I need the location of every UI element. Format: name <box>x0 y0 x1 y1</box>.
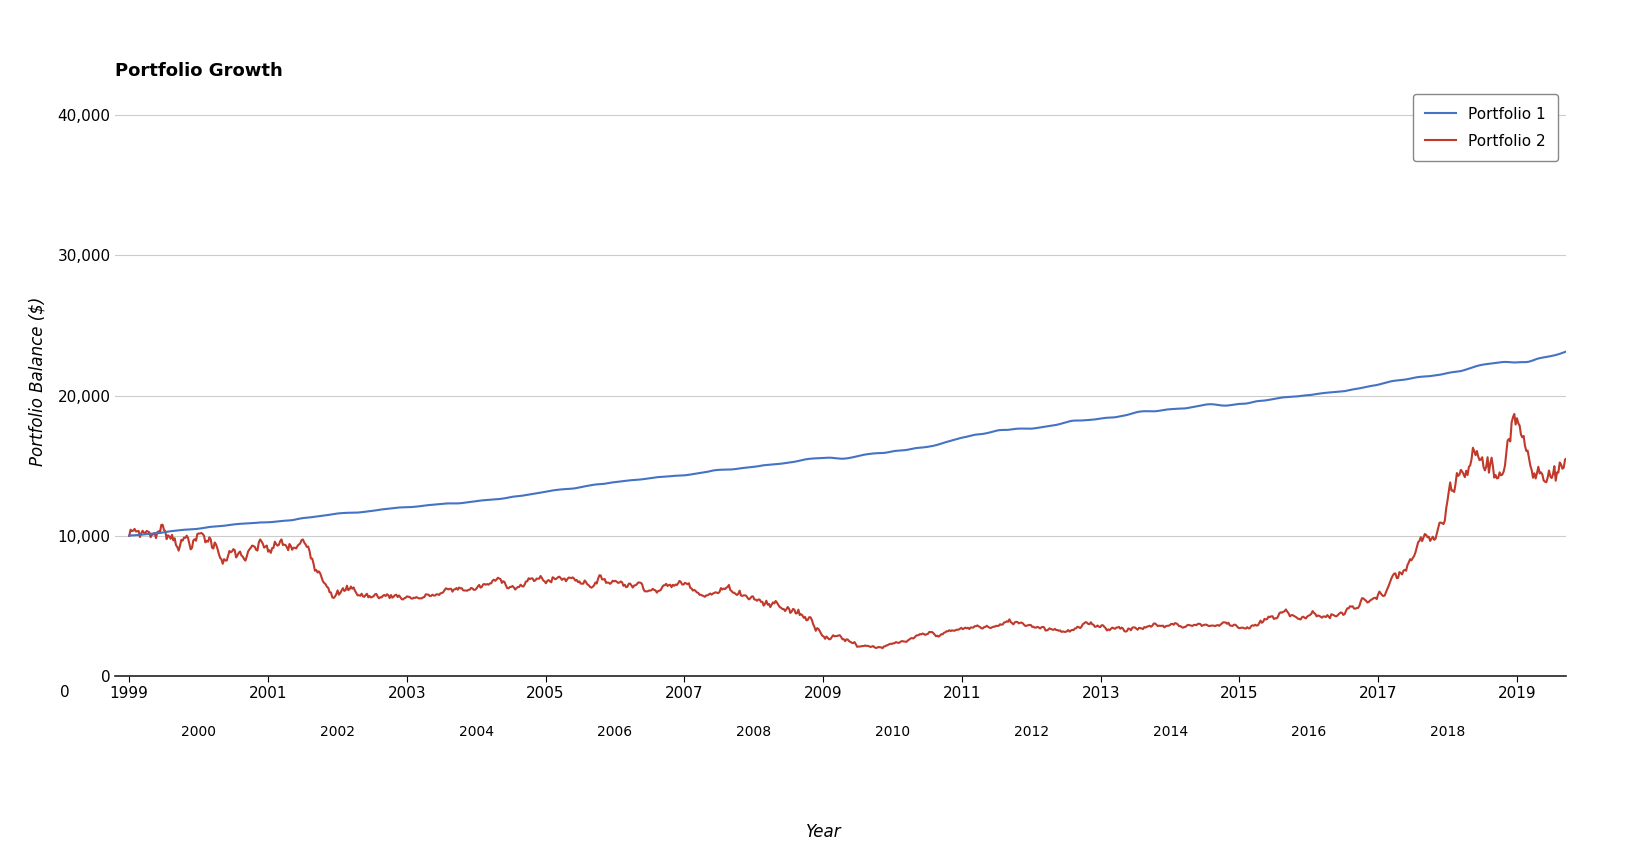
Portfolio 2 <box>1505 408 1524 419</box>
Portfolio 1 <box>938 436 957 447</box>
Portfolio 1 <box>1571 342 1590 353</box>
Text: Year: Year <box>806 824 842 841</box>
Portfolio 2 <box>939 625 959 636</box>
Portfolio 1 <box>183 525 203 535</box>
Portfolio 1 <box>1155 405 1175 415</box>
Line: Portfolio 2: Portfolio 2 <box>129 414 1580 649</box>
Portfolio 2 <box>654 580 674 590</box>
Portfolio 2 <box>667 580 687 590</box>
Text: Portfolio Growth: Portfolio Growth <box>115 62 283 80</box>
Text: 0: 0 <box>59 686 69 701</box>
Portfolio 2 <box>873 643 893 654</box>
Line: Portfolio 1: Portfolio 1 <box>129 348 1580 536</box>
Y-axis label: Portfolio Balance ($): Portfolio Balance ($) <box>28 297 46 466</box>
Portfolio 2 <box>1155 621 1175 631</box>
Portfolio 2 <box>1007 616 1027 627</box>
Portfolio 1 <box>654 472 674 482</box>
Portfolio 1 <box>667 471 687 481</box>
Portfolio 2 <box>1571 505 1590 515</box>
Portfolio 1 <box>119 531 138 541</box>
Portfolio 2 <box>183 543 203 553</box>
Legend: Portfolio 1, Portfolio 2: Portfolio 1, Portfolio 2 <box>1412 95 1557 161</box>
Portfolio 1 <box>1007 424 1027 434</box>
Portfolio 2 <box>119 531 138 541</box>
